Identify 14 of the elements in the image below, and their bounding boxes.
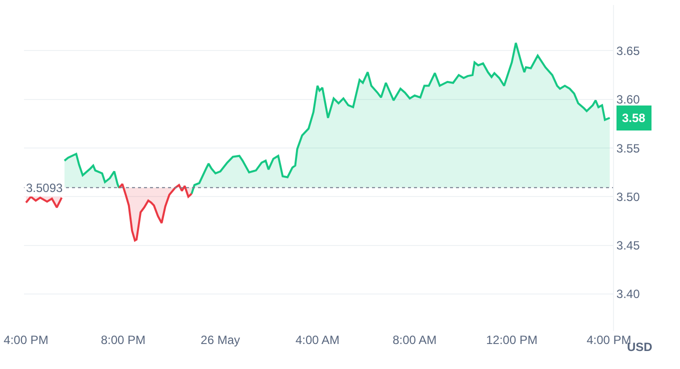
ref-line-label: 3.5093 [26,181,64,195]
x-tick-label: 26 May [200,333,240,347]
y-tick-label: 3.55 [616,141,640,156]
y-tick-label: 3.40 [616,287,640,302]
y-tick-label: 3.60 [616,92,640,107]
x-tick-label: 4:00 AM [295,333,340,347]
y-tick-label: 3.45 [616,238,640,253]
text: 3.58 [622,111,646,125]
x-tick-label: 8:00 PM [100,333,146,347]
y-tick-label: 3.50 [616,190,640,204]
x-tick-label: 12:00 PM [486,333,538,347]
x-tick-label: 8:00 AM [392,333,437,347]
y-tick-label: 3.65 [616,44,640,58]
x-tick-label: 4:00 PM [4,333,48,347]
